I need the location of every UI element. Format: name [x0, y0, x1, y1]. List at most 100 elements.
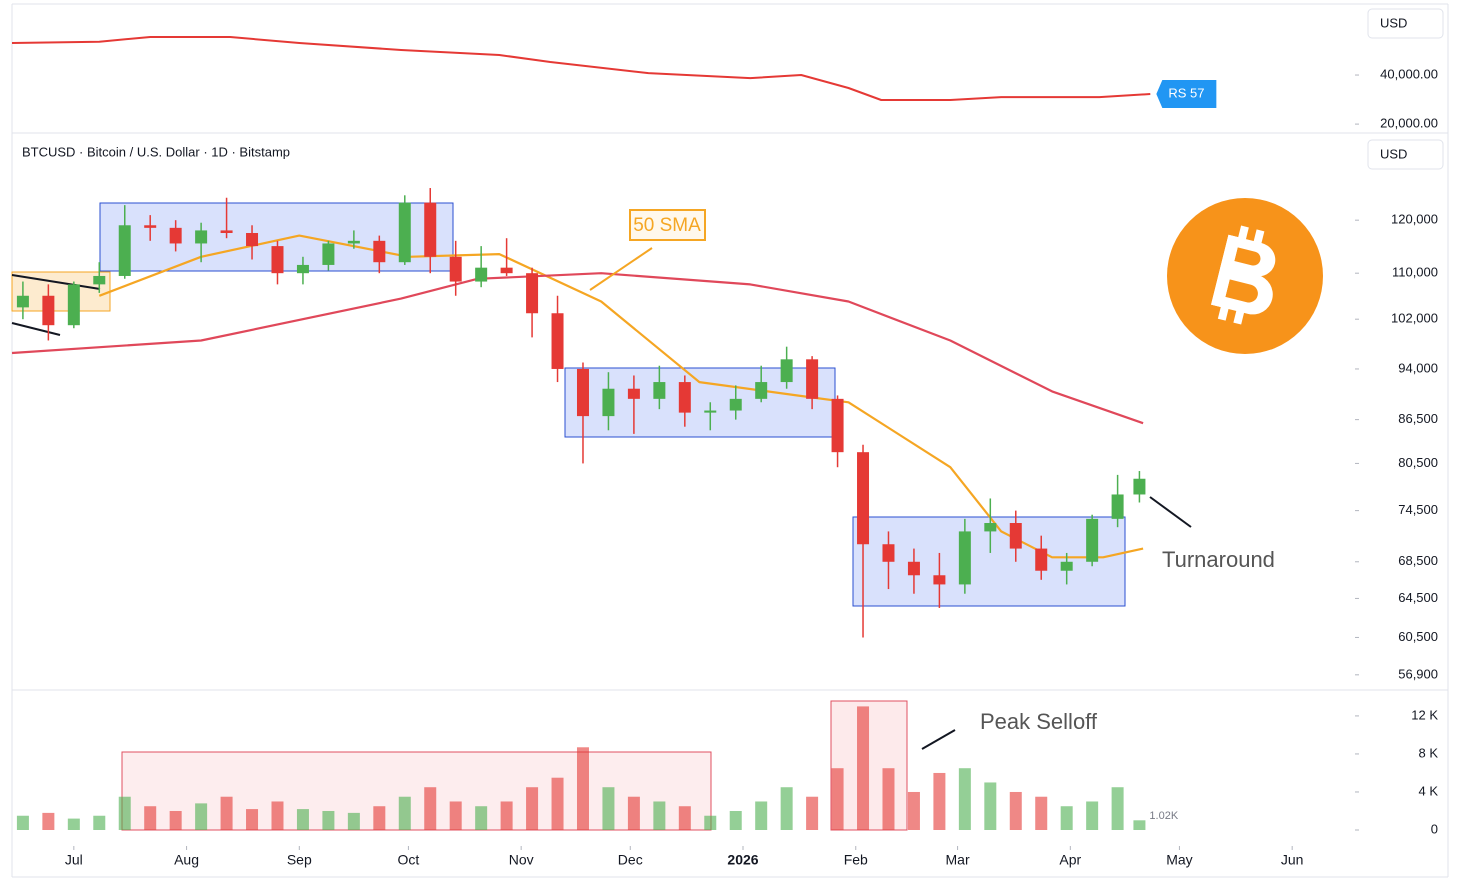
candle-body — [475, 267, 488, 282]
y-tick-label: 56,900 — [1398, 666, 1438, 681]
candle-body — [551, 313, 564, 369]
volume-label: 1.02K — [1149, 810, 1178, 822]
volume-bar — [93, 815, 106, 830]
x-tick-label: 2026 — [727, 852, 758, 868]
annotation-turnaround: Turnaround — [1162, 547, 1275, 572]
candle-body — [16, 295, 29, 308]
candle-body — [576, 368, 589, 417]
volume-bar — [831, 768, 844, 830]
annotation-sma: 50 SMA — [633, 215, 701, 236]
x-tick-label: Sep — [287, 852, 312, 868]
candle-body — [780, 359, 793, 383]
symbol-title: BTCUSD · Bitcoin / U.S. Dollar · 1D · Bi… — [22, 144, 290, 159]
candle-body — [220, 230, 233, 234]
volume-bar — [576, 747, 589, 830]
candle-body — [806, 359, 819, 399]
candle-body — [449, 256, 462, 282]
candle-body — [755, 382, 768, 399]
y-tick-label: 80,500 — [1398, 455, 1438, 470]
volume-bar — [1060, 806, 1073, 830]
y-tick-label: 12 K — [1411, 707, 1438, 722]
volume-bar — [322, 810, 335, 830]
volume-bar — [144, 806, 157, 830]
x-tick-label: May — [1166, 852, 1192, 868]
volume-bar — [882, 768, 895, 830]
volume-bar — [984, 782, 997, 830]
x-tick-label: Dec — [618, 852, 643, 868]
rs-badge — [1156, 79, 1217, 108]
currency-label[interactable]: USD — [1380, 15, 1407, 30]
currency-label[interactable]: USD — [1380, 146, 1407, 161]
volume-bar — [1086, 801, 1099, 830]
x-tick-label: Aug — [174, 852, 199, 868]
x-tick-label: Nov — [509, 852, 534, 868]
candle-body — [67, 284, 80, 326]
candle-body — [831, 398, 844, 453]
currency-button[interactable] — [1367, 139, 1444, 170]
candle-body — [195, 230, 208, 244]
volume-bar — [67, 818, 80, 830]
volume-bar — [475, 806, 488, 830]
volume-bar — [347, 812, 360, 830]
candle-body — [1133, 478, 1146, 495]
candle-body — [933, 575, 946, 585]
plot-area: 40,000.00 20,000.00 RS 57 120,000 110,000 102… — [11, 36, 1438, 868]
candle-body — [246, 233, 259, 247]
volume-bar — [678, 806, 691, 830]
y-tick-label: 40,000.00 — [1380, 66, 1438, 81]
bitcoin-logo — [1167, 198, 1323, 354]
annotation-box — [629, 209, 706, 241]
candle-body — [653, 382, 666, 399]
trend-line — [11, 322, 61, 336]
volume-bar — [424, 787, 437, 830]
y-tick-label: 94,000 — [1398, 360, 1438, 375]
volume-bar — [729, 810, 742, 830]
volume-bar — [857, 706, 870, 830]
candle-body — [398, 202, 411, 263]
candle-body — [882, 544, 895, 562]
annotation-line — [921, 729, 956, 750]
volume-bar — [1111, 787, 1124, 830]
volume-bar — [933, 772, 946, 830]
candle-body — [347, 240, 360, 244]
candle-body — [144, 225, 157, 228]
volume-bar — [780, 787, 793, 830]
y-tick-label: 102,000 — [1391, 311, 1438, 326]
candle-body — [526, 273, 539, 314]
volume-bar — [551, 777, 564, 830]
annotation-line — [1149, 496, 1192, 528]
volume-bar — [195, 803, 208, 830]
candle-body — [118, 225, 131, 276]
x-tick-label: Jul — [65, 852, 83, 868]
currency-button[interactable] — [1367, 8, 1444, 39]
candle-body — [169, 227, 182, 244]
candle-body — [424, 202, 437, 257]
candle-body — [984, 523, 997, 532]
volume-bar — [16, 815, 29, 830]
candle-body — [373, 240, 386, 263]
volume-bar — [704, 815, 717, 830]
x-tick-label: Apr — [1059, 852, 1081, 868]
candle-body — [93, 275, 106, 285]
volume-box — [121, 751, 712, 831]
volume-bar — [246, 809, 259, 830]
y-tick-label: 120,000 — [1391, 212, 1438, 227]
volume-bar — [907, 791, 920, 830]
y-tick-label: 68,500 — [1398, 553, 1438, 568]
annotation-peak-selloff: Peak Selloff — [980, 709, 1098, 734]
volume-bar — [169, 810, 182, 830]
volume-bar — [958, 768, 971, 830]
volume-bar — [42, 812, 55, 830]
y-tick-label: 60,500 — [1398, 629, 1438, 644]
x-tick-label: Oct — [398, 852, 420, 868]
volume-bar — [271, 801, 284, 830]
candle-body — [271, 246, 284, 274]
volume-bar — [653, 801, 666, 830]
y-tick-label: 8 K — [1418, 745, 1438, 760]
volume-bar — [1035, 796, 1048, 830]
volume-bar — [526, 787, 539, 830]
x-tick-label: Mar — [946, 852, 970, 868]
candle-body — [1086, 518, 1099, 562]
candle-body — [729, 398, 742, 411]
